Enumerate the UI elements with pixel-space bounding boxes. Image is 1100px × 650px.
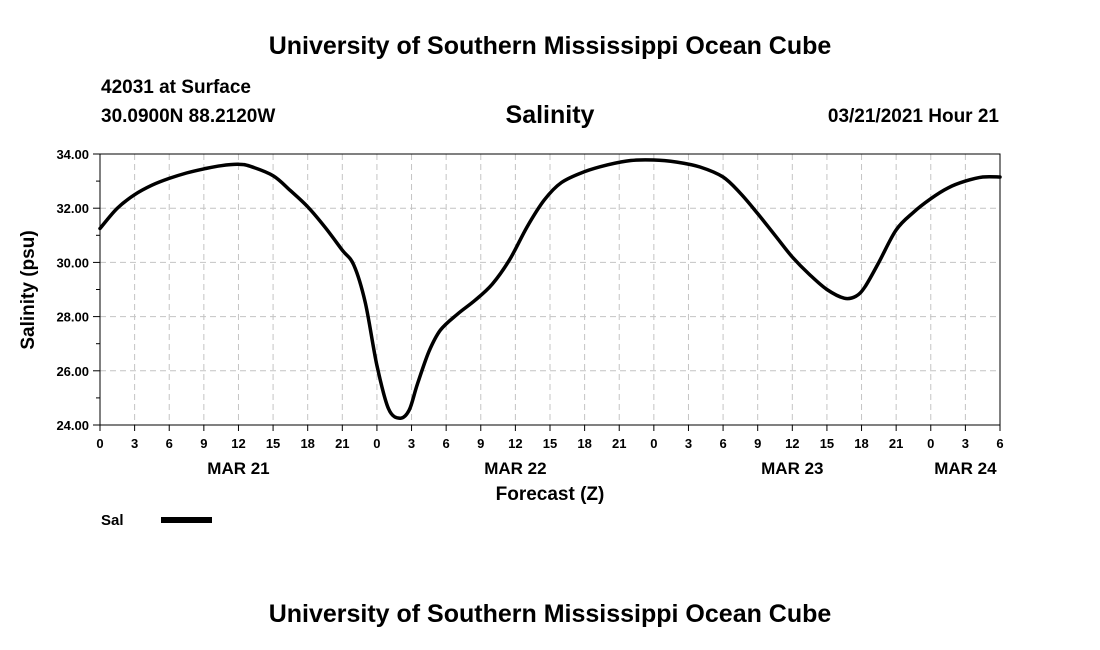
x-tick-label: 3 [131, 436, 138, 451]
x-tick-label: 9 [200, 436, 207, 451]
x-tick-label: 15 [820, 436, 834, 451]
series-layer [98, 158, 1002, 420]
chart-subtitle: Salinity [505, 101, 595, 129]
day-label: MAR 22 [484, 459, 546, 478]
x-tick-label: 0 [927, 436, 934, 451]
plot-frame [99, 153, 1001, 426]
y-tick-label: 34.00 [56, 147, 89, 162]
y-tick-label: 30.00 [56, 255, 89, 270]
x-tick-label: 9 [754, 436, 761, 451]
x-tick-label: 15 [543, 436, 557, 451]
day-label: MAR 21 [207, 459, 269, 478]
day-label: MAR 23 [761, 459, 823, 478]
x-tick-label: 6 [443, 436, 450, 451]
day-label: MAR 24 [934, 459, 997, 478]
x-tick-label: 6 [166, 436, 173, 451]
axes [93, 153, 1001, 431]
x-axis-title: Forecast (Z) [496, 484, 605, 505]
x-tick-label: 21 [335, 436, 349, 451]
axis-labels: Forecast (Z) Salinity (psu) 24.00 26.00 28… [18, 147, 1004, 505]
grid-lines [100, 154, 1000, 425]
x-tick-label: 0 [650, 436, 657, 451]
x-tick-label: 9 [477, 436, 484, 451]
date-label: 03/21/2021 Hour 21 [827, 106, 999, 127]
chart-title: University of Southern Mississippi Ocean… [268, 32, 832, 60]
x-tick-label: 0 [373, 436, 380, 451]
x-tick-label: 18 [854, 436, 868, 451]
x-tick-label: 15 [266, 436, 280, 451]
x-tick-label: 18 [577, 436, 591, 451]
x-tick-label: 12 [785, 436, 799, 451]
y-tick-label: 26.00 [56, 364, 89, 379]
legend: Sal [101, 512, 212, 529]
x-tick-label: 21 [612, 436, 626, 451]
station-label: 42031 at Surface [101, 77, 251, 98]
x-tick-label: 12 [508, 436, 522, 451]
x-tick-label: 12 [231, 436, 245, 451]
x-tick-label: 0 [96, 436, 103, 451]
x-tick-label: 18 [300, 436, 314, 451]
x-tick-label: 6 [996, 436, 1003, 451]
footer-title: University of Southern Mississippi Ocean… [268, 600, 832, 628]
x-tick-label: 21 [889, 436, 903, 451]
location-label: 30.0900N 88.2120W [101, 106, 276, 127]
x-tick-label: 3 [408, 436, 415, 451]
legend-label-sal: Sal [101, 512, 124, 529]
x-tick-label: 3 [962, 436, 969, 451]
x-tick-label: 3 [685, 436, 692, 451]
series-line-sal [98, 158, 1002, 420]
x-tick-label: 6 [719, 436, 726, 451]
y-tick-label: 24.00 [56, 418, 89, 433]
y-tick-label: 32.00 [56, 201, 89, 216]
y-axis-title: Salinity (psu) [18, 230, 39, 349]
y-tick-label: 28.00 [56, 310, 89, 325]
